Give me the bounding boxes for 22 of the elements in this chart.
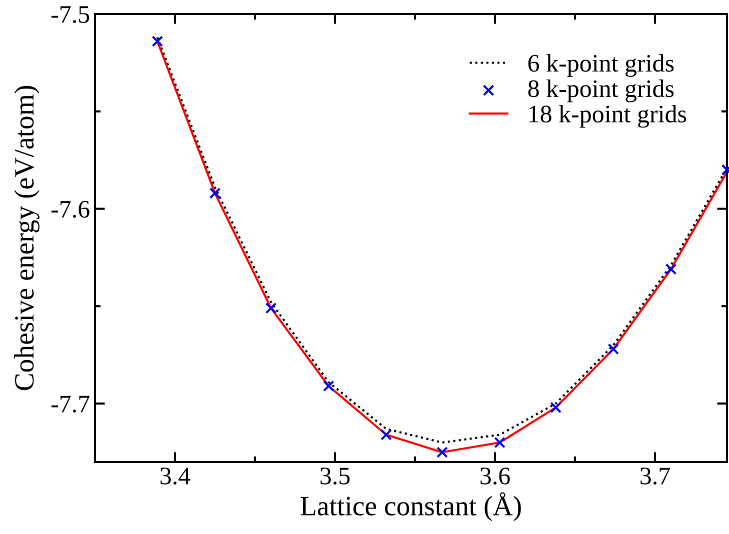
point	[608, 343, 620, 355]
point	[494, 436, 506, 448]
legend-label: 6 k-point grids	[528, 54, 674, 77]
x-axis-title: Lattice constant (Å)	[300, 492, 521, 522]
y-axis-title: Cohesive energy (eV/atom)	[14, 86, 40, 390]
x-tick-label: 3.6	[480, 468, 510, 485]
x-tick-label: 3.7	[640, 468, 670, 485]
legend-label: 8 k-point grids	[528, 80, 674, 102]
point	[665, 263, 677, 275]
x-tick-label: 3.4	[160, 468, 190, 485]
y-tick-label: -7.6	[51, 200, 90, 218]
point	[380, 429, 392, 440]
legend-label: 18 k-point grids	[529, 104, 686, 128]
y-tick-label: -7.7	[51, 396, 90, 413]
point	[436, 446, 448, 458]
point	[209, 187, 221, 199]
point	[322, 380, 334, 392]
point	[265, 302, 277, 314]
x-tick-label: 3.5	[320, 468, 350, 485]
y-tick-label: -7.5	[51, 6, 90, 24]
point	[550, 402, 562, 414]
point	[152, 36, 164, 47]
